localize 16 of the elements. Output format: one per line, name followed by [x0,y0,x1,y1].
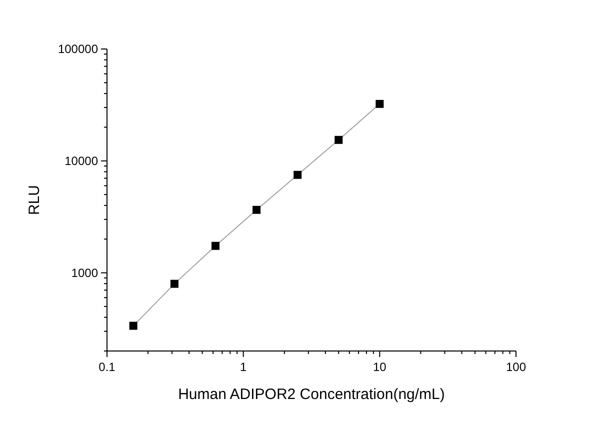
y-axis-title: RLU [26,184,43,216]
x-tick-label: 0.1 [98,360,116,374]
y-tick-label: 100000 [58,42,98,56]
point [170,280,178,288]
point [252,206,261,214]
point [334,136,343,144]
x-tick-label: 1 [240,360,247,374]
y-tick-label: 1000 [71,266,98,280]
point [129,322,138,330]
x-tick-label: 100 [506,360,526,374]
x-tick-label: 10 [372,360,387,374]
point [294,170,302,179]
point [376,100,384,108]
point [212,242,220,250]
x-axis-title: Human ADIPOR2 Concentration(ng/mL) [178,386,445,403]
y-tick-label: 10000 [64,154,98,168]
